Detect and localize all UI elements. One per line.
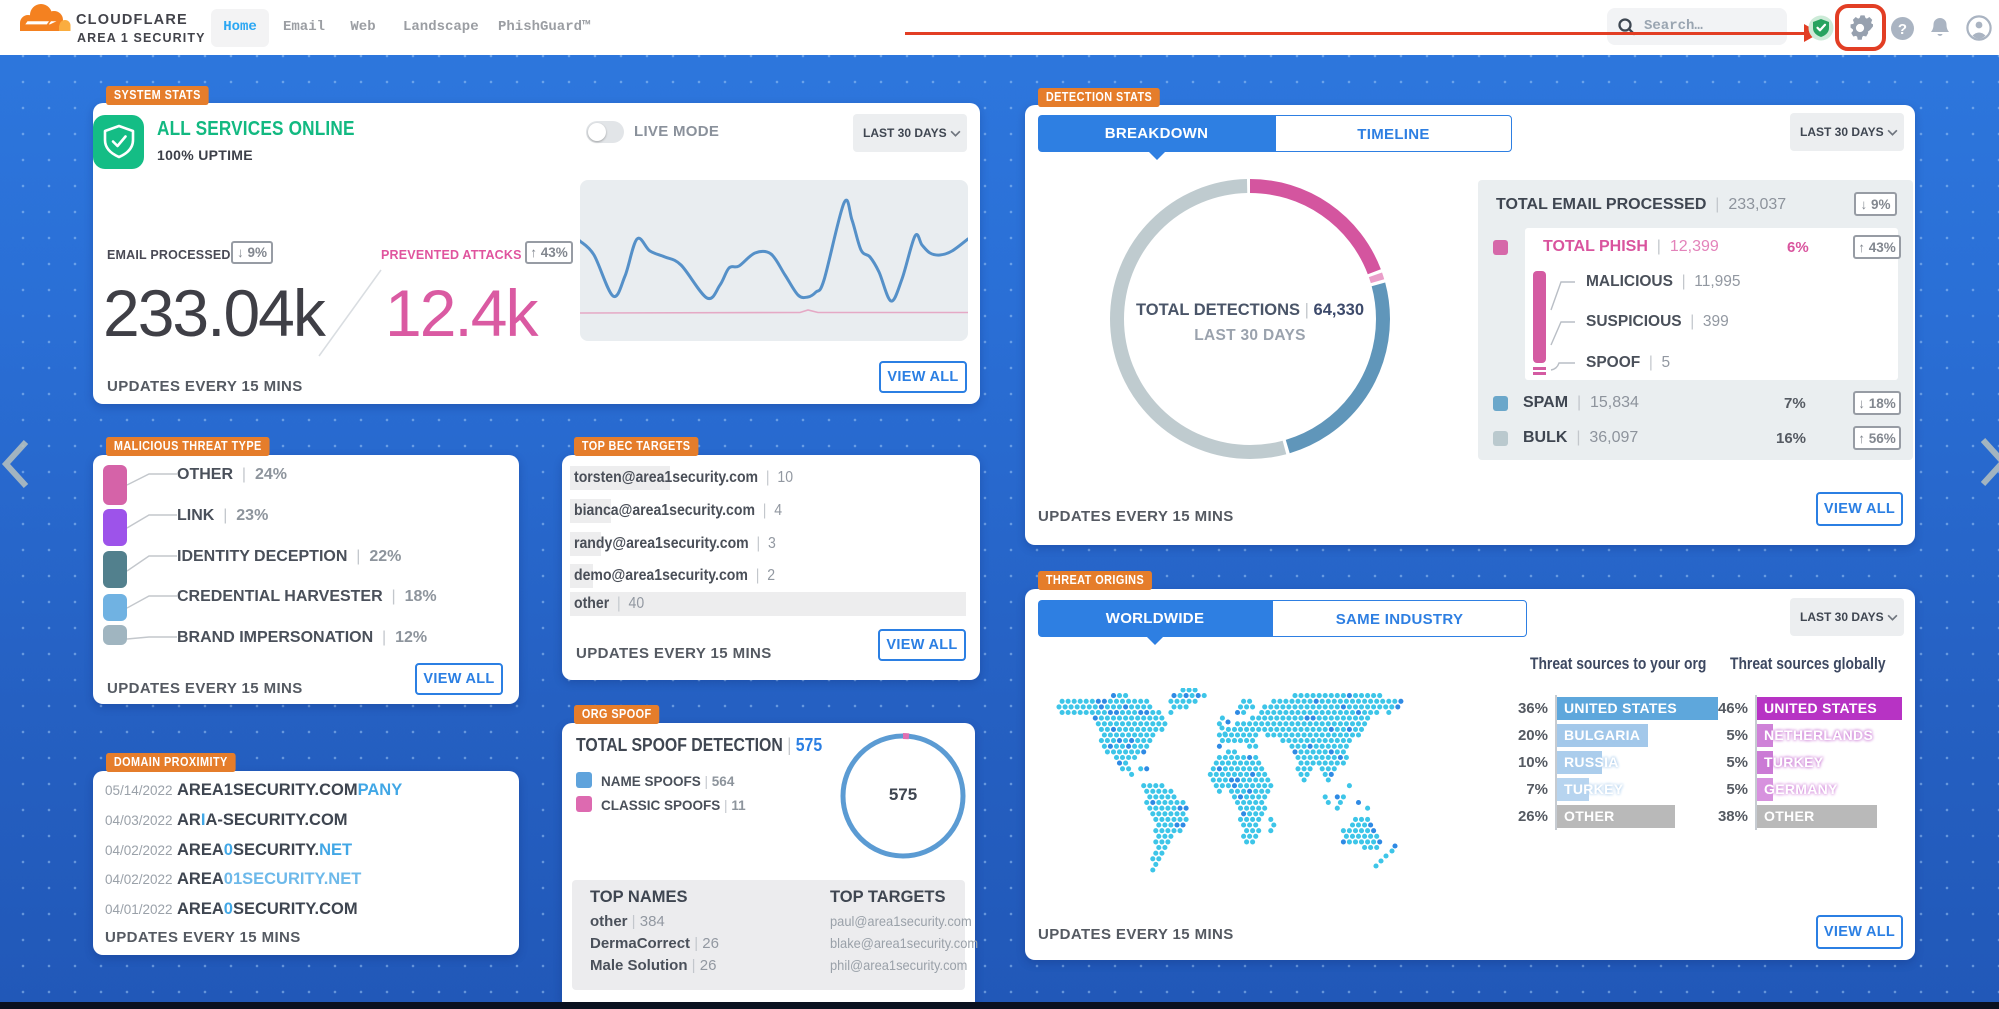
svg-text:?: ? xyxy=(1898,21,1907,38)
